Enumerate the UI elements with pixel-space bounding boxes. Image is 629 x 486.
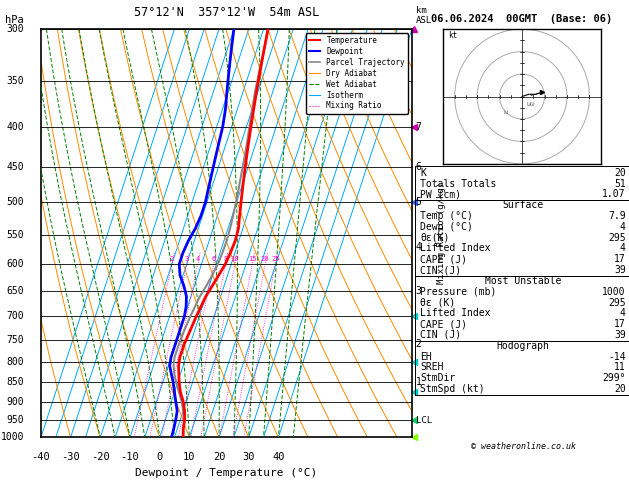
Text: Lifted Index: Lifted Index [420,243,491,254]
Text: 2: 2 [170,256,174,262]
Text: 750: 750 [6,335,24,345]
Text: hPa: hPa [6,15,24,25]
Text: © weatheronline.co.uk: © weatheronline.co.uk [470,442,576,451]
Text: 5: 5 [416,197,421,208]
Text: 17: 17 [614,319,626,329]
Text: 1000: 1000 [1,433,24,442]
Text: 15: 15 [248,256,257,262]
Text: kt: kt [448,31,457,40]
Text: -10: -10 [121,451,140,462]
Text: θε(K): θε(K) [420,233,450,243]
Text: -30: -30 [61,451,80,462]
Text: StmSpd (kt): StmSpd (kt) [420,384,485,394]
Text: km
ASL: km ASL [416,6,432,25]
Text: Lifted Index: Lifted Index [420,308,491,318]
Text: 800: 800 [6,357,24,367]
Text: 2: 2 [416,339,421,349]
Text: -40: -40 [31,451,50,462]
Text: 295: 295 [608,233,626,243]
Text: 7.9: 7.9 [608,211,626,221]
Text: Dewpoint / Temperature (°C): Dewpoint / Temperature (°C) [135,468,318,478]
Text: CAPE (J): CAPE (J) [420,319,467,329]
Text: 4: 4 [620,243,626,254]
Text: 11: 11 [614,363,626,372]
Text: 299°: 299° [603,373,626,383]
Text: 500: 500 [6,197,24,208]
Legend: Temperature, Dewpoint, Parcel Trajectory, Dry Adiabat, Wet Adiabat, Isotherm, Mi: Temperature, Dewpoint, Parcel Trajectory… [306,33,408,114]
Text: 51: 51 [614,178,626,189]
Text: ωω: ωω [526,101,535,106]
Text: 6: 6 [416,162,421,172]
Text: SREH: SREH [420,363,443,372]
Text: 1.07: 1.07 [603,190,626,199]
Text: 17: 17 [614,254,626,264]
Text: 7: 7 [416,122,421,132]
Text: 700: 700 [6,312,24,321]
Text: 4: 4 [620,308,626,318]
Text: 25: 25 [271,256,279,262]
Text: -20: -20 [91,451,109,462]
Text: PW (cm): PW (cm) [420,190,461,199]
Text: 4: 4 [620,222,626,232]
Text: 450: 450 [6,162,24,172]
Text: -14: -14 [608,351,626,362]
Text: 3: 3 [185,256,189,262]
Text: 650: 650 [6,286,24,296]
Text: 350: 350 [6,76,24,87]
Text: 40: 40 [272,451,285,462]
Text: 20: 20 [261,256,269,262]
Text: CAPE (J): CAPE (J) [420,254,467,264]
Text: 4: 4 [416,242,421,252]
Text: Temp (°C): Temp (°C) [420,211,473,221]
Text: 8: 8 [223,256,228,262]
Text: LCL: LCL [416,416,432,424]
Text: 06.06.2024  00GMT  (Base: 06): 06.06.2024 00GMT (Base: 06) [431,14,613,24]
Text: 1000: 1000 [603,287,626,296]
Text: 57°12'N  357°12'W  54m ASL: 57°12'N 357°12'W 54m ASL [134,6,319,19]
Text: StmDir: StmDir [420,373,455,383]
Text: 3: 3 [416,286,421,296]
Text: 6: 6 [211,256,216,262]
Text: 850: 850 [6,377,24,387]
Text: 300: 300 [6,24,24,34]
Text: CIN (J): CIN (J) [420,330,461,340]
Text: 4: 4 [196,256,200,262]
Text: 39: 39 [614,330,626,340]
Text: 10: 10 [231,256,239,262]
Text: 30: 30 [242,451,255,462]
Text: 39: 39 [614,265,626,275]
Text: Mixing Ratio (g/kg): Mixing Ratio (g/kg) [437,182,446,284]
Text: ω: ω [504,109,508,116]
Text: 20: 20 [614,384,626,394]
Text: 295: 295 [608,297,626,308]
Text: CIN (J): CIN (J) [420,265,461,275]
Text: Hodograph: Hodograph [496,341,550,351]
Text: Dewp (°C): Dewp (°C) [420,222,473,232]
Text: Surface: Surface [503,200,543,210]
Text: Totals Totals: Totals Totals [420,178,496,189]
Text: 10: 10 [183,451,196,462]
Text: θε (K): θε (K) [420,297,455,308]
Text: Most Unstable: Most Unstable [485,276,561,286]
Text: 1: 1 [416,377,421,387]
Text: 20: 20 [213,451,225,462]
Text: 950: 950 [6,415,24,425]
Text: 400: 400 [6,122,24,132]
Text: K: K [420,168,426,178]
Text: EH: EH [420,351,432,362]
Text: 0: 0 [157,451,163,462]
Text: 550: 550 [6,230,24,240]
Text: 20: 20 [614,168,626,178]
Text: Pressure (mb): Pressure (mb) [420,287,496,296]
Text: 600: 600 [6,259,24,269]
Text: 900: 900 [6,397,24,407]
